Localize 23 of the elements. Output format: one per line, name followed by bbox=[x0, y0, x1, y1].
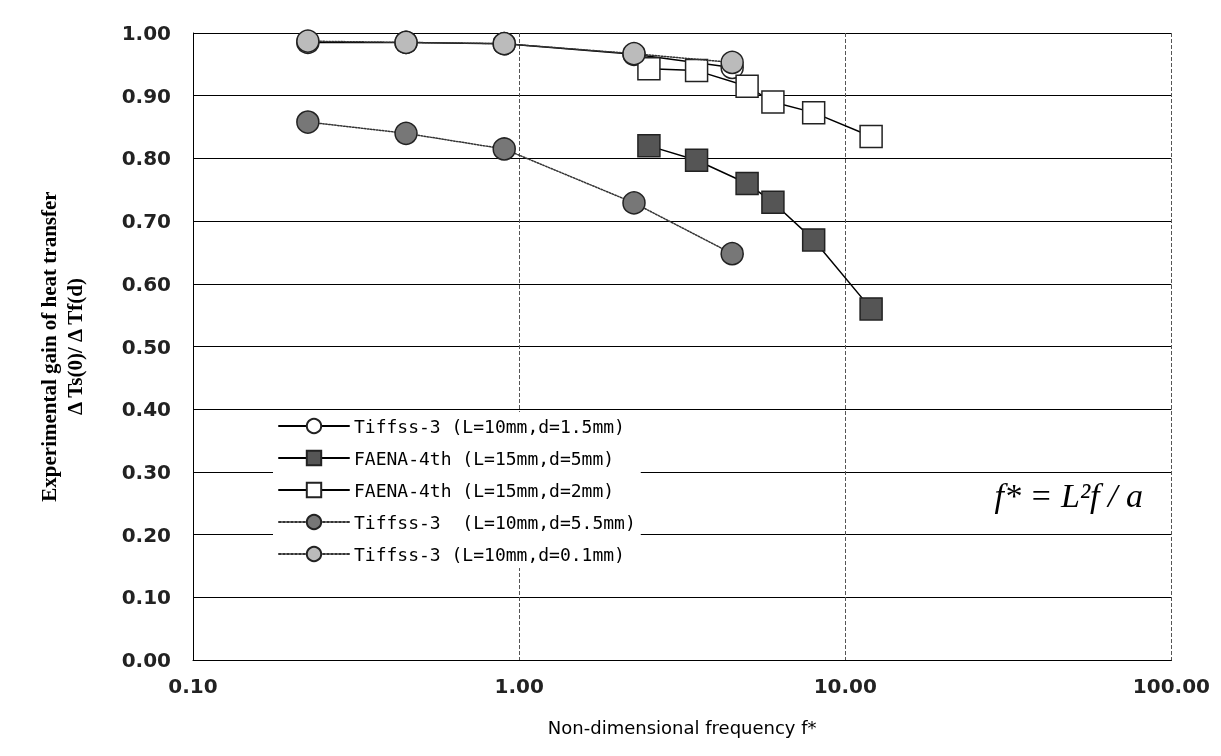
x-tick-label: 10.00 bbox=[813, 674, 877, 698]
legend-label: Tiffss-3 (L=10mm,d=0.1mm) bbox=[354, 543, 625, 565]
x-axis-title: Non-dimensional frequency f* bbox=[547, 716, 817, 738]
annotation: f* = L²f / a bbox=[994, 476, 1144, 514]
y-tick-label: 0.50 bbox=[121, 334, 171, 359]
x-tick-label: 0.10 bbox=[168, 674, 218, 698]
y-axis-title: Experimental gain of heat transfer Δ Ts(0)/ Δ Tf(d) bbox=[37, 191, 87, 502]
y-tick-label: 0.80 bbox=[121, 146, 171, 171]
y-tick-label: 0.60 bbox=[121, 271, 171, 296]
y-tick-label: 0.90 bbox=[121, 83, 171, 108]
y-tick-label: 0.20 bbox=[121, 522, 171, 547]
y-tick-label: 0.40 bbox=[121, 397, 171, 422]
y-tick-label: 0.30 bbox=[121, 459, 171, 484]
y-tick-label: 0.00 bbox=[121, 648, 171, 672]
legend-label: FAENA-4th (L=15mm,d=5mm) bbox=[354, 447, 615, 469]
y-tick-label: 0.10 bbox=[121, 585, 171, 610]
legend-label: FAENA-4th (L=15mm,d=2mm) bbox=[354, 479, 615, 501]
legend-label: Tiffss-3 (L=10mm,d=5.5mm) bbox=[354, 511, 636, 533]
x-tick-label: 1.00 bbox=[494, 674, 544, 698]
y-tick-label: 0.70 bbox=[121, 209, 171, 234]
y-tick-label: 1.00 bbox=[121, 21, 171, 45]
legend-label: Tiffss-3 (L=10mm,d=1.5mm) bbox=[354, 415, 625, 437]
x-tick-label: 100.00 bbox=[1132, 674, 1210, 698]
